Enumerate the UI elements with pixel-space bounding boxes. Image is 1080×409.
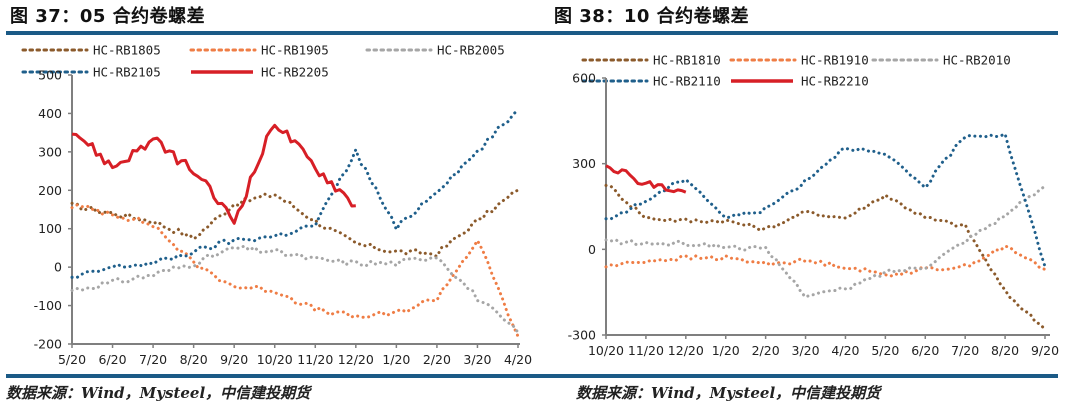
x-tick-label: 8/20 <box>991 343 1019 358</box>
x-tick-label: 10/20 <box>257 352 293 366</box>
x-tick-label: 11/20 <box>628 343 664 358</box>
x-tick-label: 11/20 <box>297 352 333 366</box>
legend-label: HC-RB2205 <box>261 65 329 80</box>
legend-item: HC-RB2010 <box>871 53 1011 68</box>
legend-label: HC-RB2005 <box>437 43 505 58</box>
series-hc-rb2210-line <box>605 164 687 194</box>
x-tick-label: 3/20 <box>463 352 491 366</box>
y-tick-label: 600 <box>572 71 596 86</box>
legend-label: HC-RB1810 <box>653 53 721 68</box>
x-tick-label: 7/20 <box>951 343 979 358</box>
legend-label: HC-RB2110 <box>653 74 721 89</box>
x-tick-label: 9/20 <box>1031 343 1059 358</box>
x-tick-label: 10/20 <box>588 343 624 358</box>
x-tick-label: 7/20 <box>139 352 167 366</box>
figure-title: 图 38：10 合约卷螺差 <box>554 6 750 27</box>
data-source-note: 数据来源：Wind，Mysteel，中信建投期货 <box>576 384 881 402</box>
source-divider <box>6 374 540 378</box>
x-tick-label: 9/20 <box>220 352 248 366</box>
series-hc-rb1810-line <box>604 183 1047 331</box>
legend-item: HC-RB1910 <box>729 53 869 68</box>
legend-label: HC-RB2010 <box>943 53 1011 68</box>
x-tick-label: 8/20 <box>180 352 208 366</box>
figure-title: 图 37：05 合约卷螺差 <box>10 6 206 27</box>
series-hc-rb2110-line <box>604 131 1047 268</box>
x-tick-label: 12/20 <box>668 343 704 358</box>
y-tick-label: 100 <box>38 221 62 236</box>
y-tick-label: 0 <box>54 260 62 275</box>
hc-rb-05-spread-chart: HC-RB1805 HC-RB1905 HC-RB2005 HC-RB2105 HC-R… <box>21 43 532 366</box>
legend-label: HC-RB2105 <box>93 65 161 80</box>
series-hc-rb2205-line <box>71 123 356 225</box>
y-tick-label: 200 <box>38 183 62 198</box>
figure-37: 图 37：05 合约卷螺差 HC-RB1805 HC-RB1905 HC-RB200… <box>6 6 540 402</box>
series-hc-rb1805-line <box>70 188 520 259</box>
x-tick-label: 1/20 <box>382 352 410 366</box>
x-tick-label: 5/20 <box>58 352 86 366</box>
x-tick-label: 3/20 <box>792 343 820 358</box>
legend-label: HC-RB1905 <box>261 43 329 58</box>
legend-item: HC-RB1905 <box>189 43 329 58</box>
y-tick-label: 500 <box>38 68 62 83</box>
legend-item: HC-RB2105 <box>21 65 161 80</box>
legend-item: HC-RB2210 <box>731 74 869 89</box>
legend-label: HC-RB2210 <box>801 74 869 89</box>
y-tick-label: 400 <box>38 106 62 121</box>
legend-label: HC-RB1805 <box>93 43 161 58</box>
data-source-note: 数据来源：Wind，Mysteel，中信建投期货 <box>6 384 311 402</box>
x-tick-label: 4/20 <box>831 343 859 358</box>
x-tick-label: 6/20 <box>911 343 939 358</box>
legend-item: HC-RB2005 <box>365 43 505 58</box>
y-tick-label: -300 <box>568 328 596 343</box>
legend-item: HC-RB1805 <box>21 43 161 58</box>
title-divider <box>6 31 540 35</box>
legend-item: HC-RB2110 <box>581 74 721 89</box>
y-tick-label: 0 <box>588 242 596 257</box>
x-tick-label: 6/20 <box>99 352 127 366</box>
y-tick-label: -100 <box>34 298 62 313</box>
hc-rb-10-spread-chart: HC-RB1810 HC-RB1910 HC-RB2010 HC-RB2110 HC-R… <box>568 53 1059 359</box>
series-hc-rb2005-line <box>70 244 520 334</box>
x-tick-label: 2/20 <box>423 352 451 366</box>
legend-item: HC-RB1810 <box>581 53 721 68</box>
x-tick-label: 5/20 <box>871 343 899 358</box>
legend-label: HC-RB1910 <box>801 53 869 68</box>
series-hc-rb2010-line <box>604 185 1047 299</box>
y-tick-label: 300 <box>38 144 62 159</box>
series-hc-rb2105-line <box>70 108 520 279</box>
x-tick-label: 2/20 <box>752 343 780 358</box>
source-divider <box>540 374 1058 378</box>
x-tick-label: 1/20 <box>712 343 740 358</box>
x-tick-label: 4/20 <box>504 352 532 366</box>
series-hc-rb1910-line <box>604 244 1047 278</box>
y-tick-label: 300 <box>572 156 596 171</box>
series-hc-rb1905-line <box>70 203 520 338</box>
title-divider <box>540 31 1058 35</box>
figure-38: 图 38：10 合约卷螺差 HC-RB1810 HC-RB1910 HC-RB201… <box>540 0 1080 409</box>
y-tick-label: -200 <box>34 337 62 352</box>
legend-item: HC-RB2205 <box>191 65 329 80</box>
x-tick-label: 12/20 <box>338 352 374 366</box>
